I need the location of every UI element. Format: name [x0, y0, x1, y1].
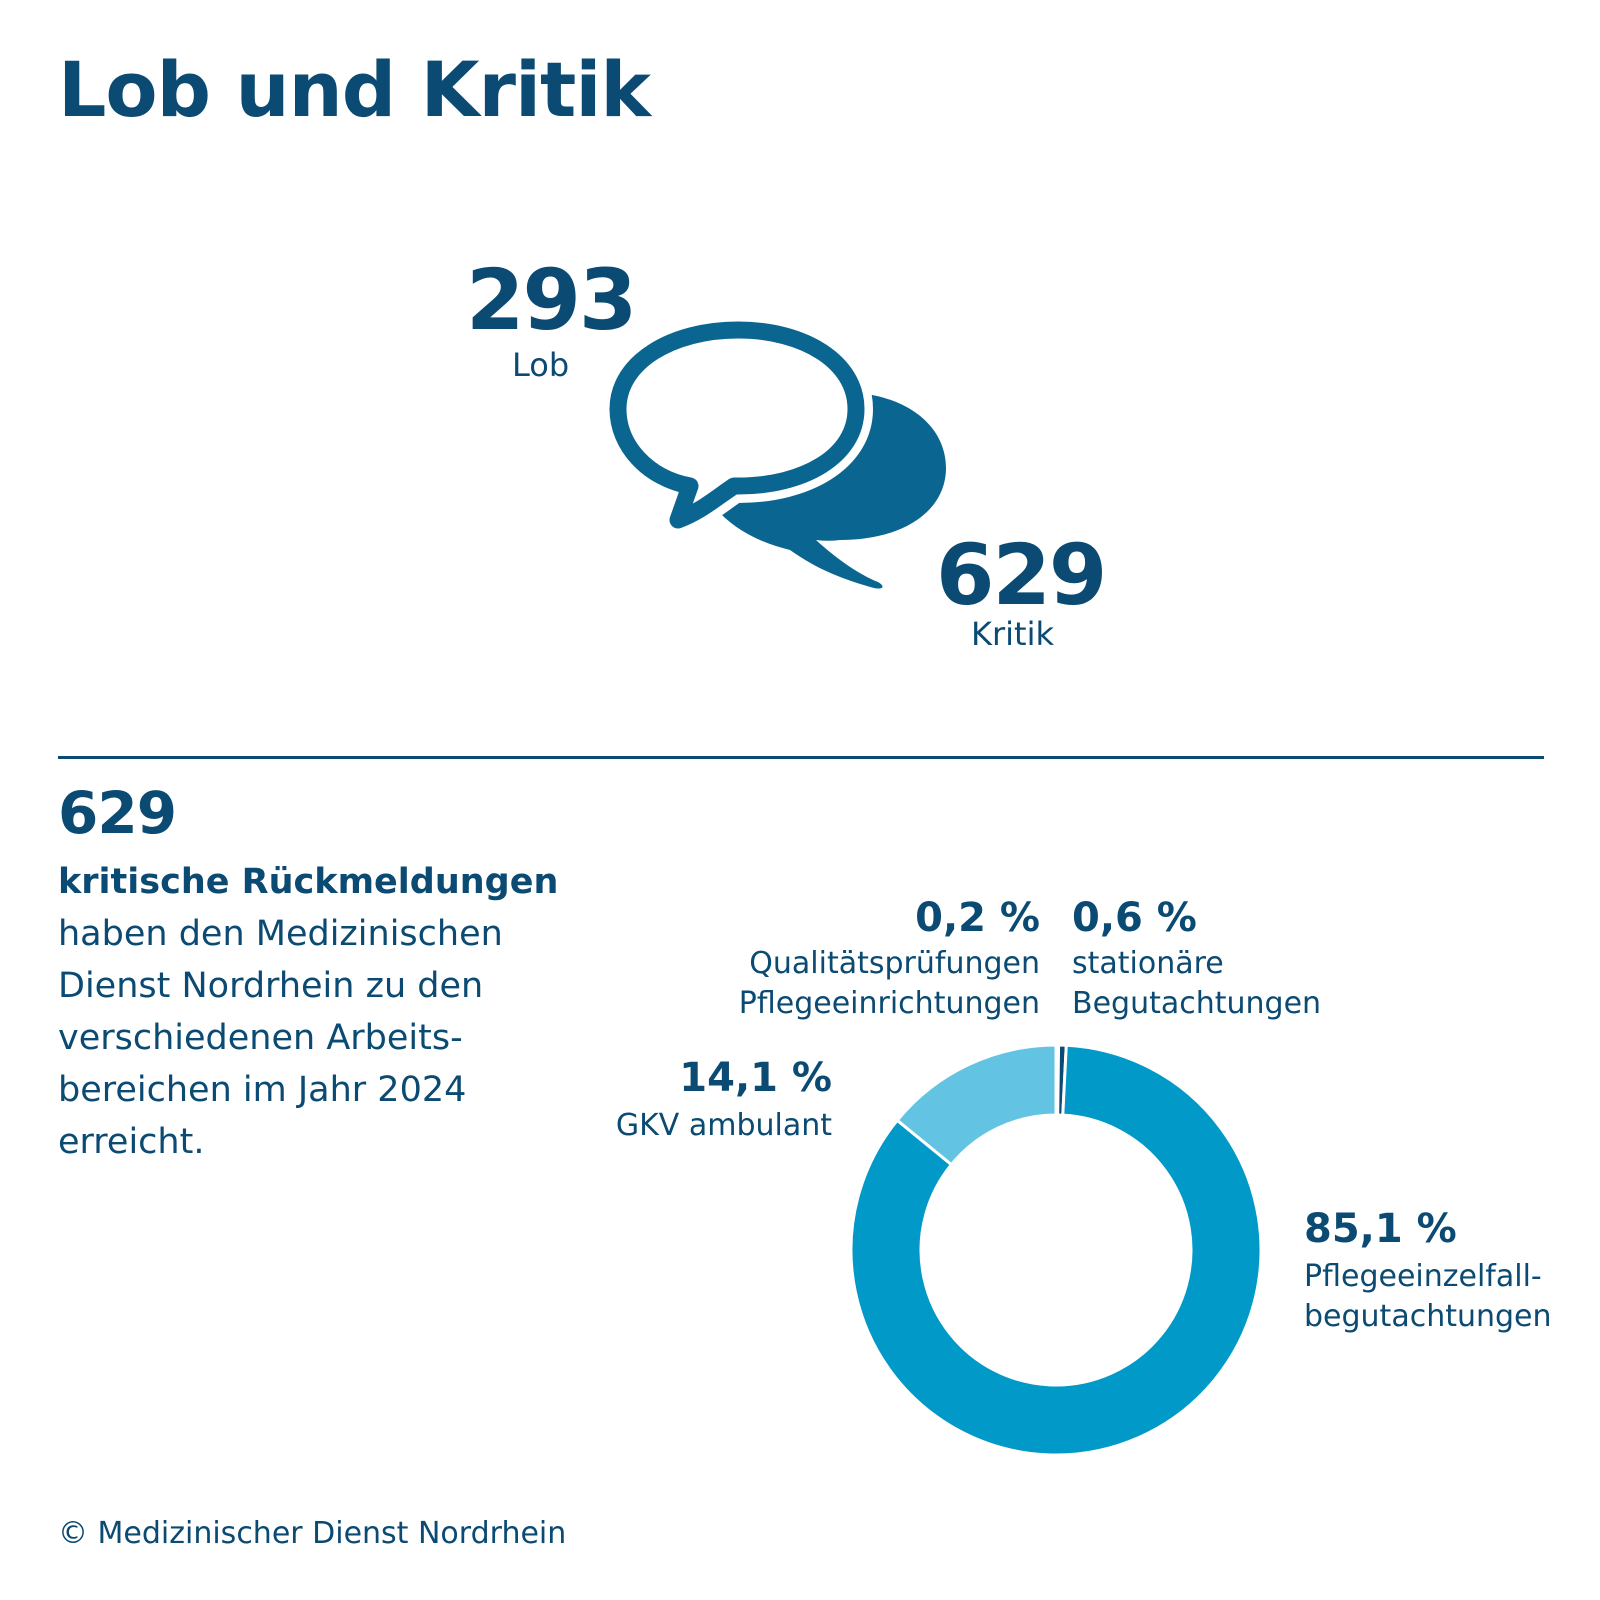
- slice-name-line: stationäre: [1072, 946, 1224, 981]
- copyright-footer: © Medizinischer Dienst Nordrhein: [58, 1516, 567, 1551]
- kritik-label: Kritik: [971, 615, 1054, 653]
- page-title: Lob und Kritik: [58, 45, 651, 134]
- summary-line: Dienst Nordrhein zu den: [58, 966, 484, 1006]
- slice-name-line: begutachtungen: [1304, 1299, 1552, 1334]
- summary-line: haben den Medizinischen: [58, 914, 503, 954]
- summary-line: verschiedenen Arbeits-: [58, 1018, 463, 1058]
- slice-label-pflegeeinzelfall: 85,1 % Pflegeeinzelfall- begutachtungen: [1304, 1209, 1552, 1337]
- slice-percent: 0,6 %: [1072, 895, 1197, 941]
- slice-label-stationaere-begutachtungen: 0,6 % stationäre Begutachtungen: [1072, 898, 1321, 1024]
- slice-name-line: Pflegeeinzelfall-: [1304, 1259, 1542, 1294]
- slice-name-line: Pflegeeinrichtungen: [738, 986, 1040, 1021]
- summary-line: bereichen im Jahr 2024: [58, 1070, 467, 1110]
- slice-percent: 0,2 %: [915, 895, 1040, 941]
- kritik-count: 629: [936, 526, 1107, 624]
- summary-number: 629: [58, 779, 177, 847]
- slice-label-gkv-ambulant: 14,1 % GKV ambulant: [616, 1058, 832, 1146]
- summary-heading: kritische Rückmeldungen: [58, 862, 559, 902]
- lob-count: 293: [466, 251, 637, 349]
- slice-name-line: Begutachtungen: [1072, 986, 1322, 1021]
- slice-percent: 85,1 %: [1304, 1206, 1457, 1252]
- section-divider: [58, 756, 1544, 759]
- slice-gkv-ambulant: [895, 1043, 1058, 1167]
- slice-name-line: GKV ambulant: [615, 1108, 832, 1143]
- slice-label-qualitaetspruefungen: 0,2 % Qualitätsprüfungen Pflegeeinrichtu…: [739, 898, 1040, 1024]
- slice-pflegeeinzelfall: [849, 1043, 1263, 1457]
- slice-name-line: Qualitätsprüfungen: [749, 946, 1040, 981]
- speech-bubbles-icon: [601, 313, 946, 589]
- summary-line: erreicht.: [58, 1122, 205, 1162]
- summary-block: 629 kritische Rückmeldungen haben den Me…: [58, 784, 618, 1168]
- lob-label: Lob: [512, 346, 570, 384]
- light-speech-bubble: [601, 313, 873, 537]
- summary-text: haben den Medizinischen Dienst Nordrhein…: [58, 908, 618, 1168]
- slice-percent: 14,1 %: [679, 1055, 832, 1101]
